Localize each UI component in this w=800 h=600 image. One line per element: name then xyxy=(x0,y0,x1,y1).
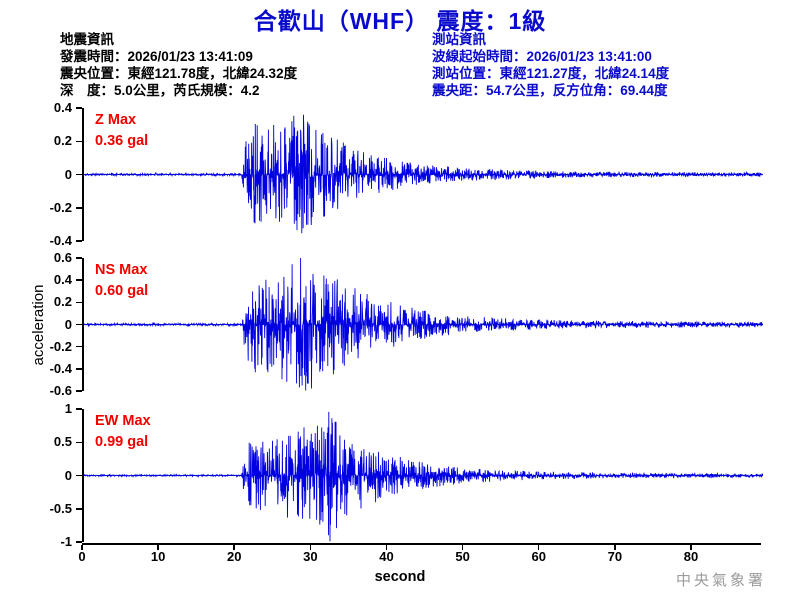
station-location: 測站位置：東經121.27度，北緯24.14度 xyxy=(432,66,670,81)
station-epicentral-distance: 震央距：54.7公里，反方位角：69.44度 xyxy=(432,83,668,98)
x-axis-tick-label: 10 xyxy=(150,549,166,564)
x-axis-tick xyxy=(461,545,464,550)
event-info-heading: 地震資訊 xyxy=(60,32,114,47)
waveform-ns xyxy=(84,258,763,391)
max-annotation-z: Z Max 0.36 gal xyxy=(95,110,148,152)
x-axis-tick-label: 70 xyxy=(607,549,623,564)
station-info-block: 測站資訊 波線起始時間：2026/01/23 13:41:00 測站位置：東經1… xyxy=(432,31,669,99)
y-axis-tick xyxy=(76,240,82,242)
x-axis-tick xyxy=(690,545,692,550)
agency-watermark: 中央氣象署 xyxy=(675,573,766,589)
y-axis-tick xyxy=(76,474,82,477)
x-axis-line xyxy=(82,543,761,545)
max-value-label-z: 0.36 gal xyxy=(95,133,149,149)
max-component-label-ew: EW Max xyxy=(95,413,151,429)
y-axis-tick-label: 0.4 xyxy=(53,100,72,115)
event-origin-time: 發震時間：2026/01/23 13:41:09 xyxy=(60,49,253,64)
y-axis-tick xyxy=(76,207,82,209)
max-value-label-ew: 0.99 gal xyxy=(95,434,149,450)
y-axis-tick-label: -1 xyxy=(60,534,72,549)
y-axis-tick-label: 0.5 xyxy=(53,434,72,450)
y-axis-tick-label: 0.2 xyxy=(53,133,72,149)
y-axis-tick xyxy=(76,541,82,543)
x-axis-tick-label: 20 xyxy=(227,549,242,564)
panel-z: Z Max 0.36 gal 0.4 0.2 0 -0.2 -0.4 xyxy=(50,100,763,248)
x-axis-tick-label: 30 xyxy=(303,549,318,564)
x-axis-tick xyxy=(81,545,83,550)
y-axis-tick xyxy=(76,390,82,392)
max-annotation-ns: NS Max 0.60 gal xyxy=(95,260,148,302)
y-axis-tick xyxy=(76,441,82,443)
y-axis-tick xyxy=(76,257,82,259)
y-axis-tick-label: 0.4 xyxy=(53,272,72,288)
y-axis-tick xyxy=(76,140,82,142)
max-value-label-ns: 0.60 gal xyxy=(95,283,149,299)
y-axis-tick xyxy=(76,279,82,281)
y-axis-tick-label: 0 xyxy=(64,166,72,182)
y-axis-tick xyxy=(76,508,82,510)
x-axis-tick-label: 50 xyxy=(455,549,470,564)
max-annotation-ew: EW Max 0.99 gal xyxy=(95,411,151,453)
event-epicenter-location: 震央位置：東經121.78度，北緯24.32度 xyxy=(60,66,298,81)
y-axis-tick-label: 0.6 xyxy=(53,250,72,265)
max-component-label-z: Z Max xyxy=(95,112,137,128)
x-axis-tick xyxy=(157,545,159,550)
station-record-start-time: 波線起始時間：2026/01/23 13:41:00 xyxy=(432,49,652,64)
x-axis-tick xyxy=(537,545,540,550)
y-axis-tick-label: -0.6 xyxy=(49,383,72,398)
y-axis-tick-label: -0.5 xyxy=(49,500,72,516)
y-axis-tick-label: 0 xyxy=(64,316,72,332)
event-info-block: 地震資訊 發震時間：2026/01/23 13:41:09 震央位置：東經121… xyxy=(60,31,297,99)
waveform-z xyxy=(84,114,763,234)
y-axis-tick xyxy=(76,323,82,326)
waveform-ew xyxy=(84,411,763,542)
x-axis-tick xyxy=(233,545,235,550)
x-axis-tick xyxy=(614,545,616,550)
y-axis-tick xyxy=(76,345,82,348)
y-axis-tick-label: -0.2 xyxy=(49,199,72,215)
y-axis-tick xyxy=(76,408,82,410)
x-axis-tick-label: 80 xyxy=(683,549,699,564)
page-title: 合歡山（WHF） 震度：1級 xyxy=(253,8,547,34)
y-axis-tick-label: -0.2 xyxy=(49,338,72,354)
y-axis-tick-label: 1 xyxy=(64,401,72,416)
station-info-heading: 測站資訊 xyxy=(432,32,486,47)
x-axis-tick xyxy=(309,545,312,550)
x-axis-tick-label: 40 xyxy=(379,549,394,564)
event-depth-magnitude: 深 度：5.0公里，芮氏規模：4.2 xyxy=(60,83,260,98)
x-axis-tick xyxy=(385,545,388,550)
y-axis-tick xyxy=(76,368,82,370)
max-component-label-ns: NS Max xyxy=(95,262,148,278)
y-axis-tick-label: -0.4 xyxy=(49,360,72,376)
x-axis-title: second xyxy=(374,569,426,585)
x-axis-tick-label: 0 xyxy=(78,549,86,564)
y-axis-tick-label: -0.4 xyxy=(49,233,72,248)
y-axis-tick xyxy=(76,173,82,176)
y-axis-tick-label: 0.2 xyxy=(53,294,72,310)
panel-ew: EW Max 0.99 gal 1 0.5 0 -0.5 -1 xyxy=(50,401,763,549)
panel-ns: NS Max 0.60 gal 0.6 0.4 0.2 0 -0.2 -0.4 -0.6 xyxy=(50,250,763,398)
y-axis-tick xyxy=(76,301,82,304)
x-axis-tick-label: 60 xyxy=(531,549,546,564)
y-axis-tick-label: 0 xyxy=(64,467,72,483)
y-axis-tick xyxy=(76,107,82,109)
